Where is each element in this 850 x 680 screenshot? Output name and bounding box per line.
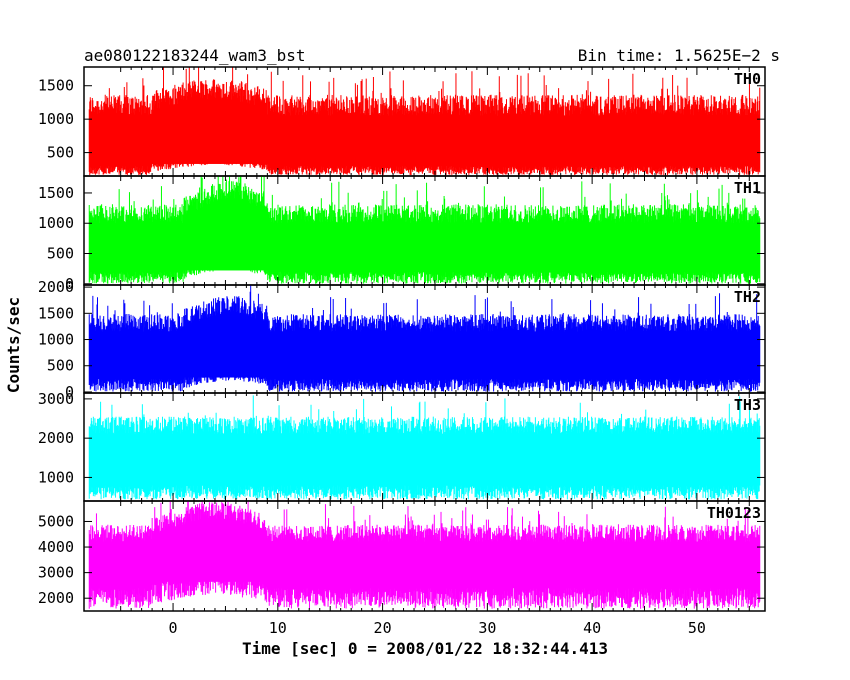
panels-group: 500 1000 1500 TH0 0 500 1000 1500 TH1 0 500 1000 150… xyxy=(38,66,766,612)
x-tick-labels: 0 10 20 30 40 50 xyxy=(169,619,706,637)
y-tick-label: 3000 xyxy=(38,390,74,408)
x-tick-label: 50 xyxy=(688,619,706,637)
panel-label-th3: TH3 xyxy=(734,396,761,414)
y-tick-label: 1500 xyxy=(38,304,74,322)
y-tick-label: 1000 xyxy=(38,214,74,232)
x-tick-label: 0 xyxy=(169,619,178,637)
panel-label-th2: TH2 xyxy=(734,288,761,306)
x-tick-label: 20 xyxy=(374,619,392,637)
y-tick-label: 3000 xyxy=(38,564,74,582)
series-core-th0123 xyxy=(89,545,760,582)
y-tick-label: 4000 xyxy=(38,538,74,556)
x-axis-title: Time [sec] 0 = 2008/01/22 18:32:44.413 xyxy=(242,639,608,658)
panel-label-th0: TH0 xyxy=(734,70,761,88)
panel-label-th0123: TH0123 xyxy=(707,504,761,522)
panel-th1: 0 500 1000 1500 TH1 xyxy=(38,175,766,293)
panel-label-th1: TH1 xyxy=(734,179,761,197)
y-tick-label: 500 xyxy=(47,245,74,263)
series-core-th1 xyxy=(89,227,760,271)
y-tick-label: 5000 xyxy=(38,512,74,530)
series-core-th0 xyxy=(89,119,760,164)
chart-title-left: ae080122183244_wam3_bst xyxy=(84,46,306,65)
y-tick-label: 1000 xyxy=(38,331,74,349)
y-tick-label: 2000 xyxy=(38,589,74,607)
y-tick-label: 1500 xyxy=(38,184,74,202)
y-tick-label: 2000 xyxy=(38,278,74,296)
series-core-th2 xyxy=(89,335,760,378)
x-tick-label: 40 xyxy=(583,619,601,637)
y-tick-label: 1000 xyxy=(38,110,74,128)
x-tick-label: 30 xyxy=(478,619,496,637)
y-tick-label: 500 xyxy=(47,357,74,375)
panel-th0: 500 1000 1500 TH0 xyxy=(38,66,766,177)
y-tick-label: 2000 xyxy=(38,429,74,447)
y-tick-label: 1500 xyxy=(38,77,74,95)
y-tick-label: 0 xyxy=(65,275,74,293)
y-axis-title: Counts/sec xyxy=(4,297,23,393)
series-core-th3 xyxy=(89,438,760,483)
chart-title-right: Bin time: 1.5625E−2 s xyxy=(578,46,780,65)
x-tick-label: 10 xyxy=(269,619,287,637)
panel-th2: 0 500 1000 1500 2000 TH2 xyxy=(38,278,766,401)
y-tick-label: 500 xyxy=(47,144,74,162)
y-tick-label: 0 xyxy=(65,383,74,401)
panel-th0123: 2000 3000 4000 5000 TH0123 xyxy=(38,500,766,612)
y-tick-label: 1000 xyxy=(38,468,74,486)
panel-th3: 1000 2000 3000 TH3 xyxy=(38,390,766,502)
